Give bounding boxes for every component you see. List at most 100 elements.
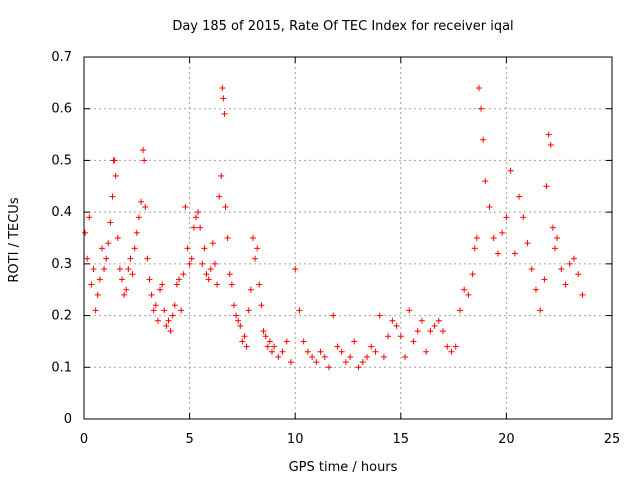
data-point [146, 276, 153, 283]
data-point [211, 260, 218, 267]
ticks-layer: 0 5 10 15 20 25 0 0.1 0.2 0.3 0.4 0.5 0.6 0.7 [51, 50, 620, 447]
data-point [84, 255, 91, 262]
data-point [471, 245, 478, 252]
data-point [478, 105, 485, 112]
data-point [545, 131, 552, 138]
data-point [435, 317, 442, 324]
data-point [239, 338, 246, 345]
data-point [252, 255, 259, 262]
data-point [494, 250, 501, 257]
y-axis-label: ROTI / TECUs [7, 197, 22, 282]
data-point [256, 281, 263, 288]
data-point [283, 338, 290, 345]
data-point [410, 338, 417, 345]
data-point [351, 338, 358, 345]
data-point [133, 229, 140, 236]
data-point [114, 235, 121, 241]
data-point [268, 348, 275, 355]
data-point [123, 286, 130, 293]
data-point [86, 214, 93, 221]
data-point [249, 235, 256, 241]
grid-layer [84, 57, 612, 419]
data-point [325, 364, 332, 371]
data-point [233, 312, 240, 319]
data-point [520, 214, 527, 221]
data-point [243, 343, 250, 350]
data-point [342, 359, 349, 366]
data-point [317, 348, 324, 355]
y-tick-label: 0.7 [51, 50, 72, 65]
data-point [226, 271, 233, 278]
data-point [222, 203, 229, 210]
data-point [119, 276, 126, 283]
data-point [199, 260, 206, 267]
chart-title: Day 185 of 2015, Rate Of TEC Index for r… [172, 19, 513, 34]
data-point [195, 209, 202, 216]
data-point [203, 271, 210, 278]
data-point [480, 136, 487, 143]
data-point [188, 255, 195, 262]
data-point [140, 147, 147, 154]
data-point [219, 85, 226, 92]
data-point [473, 235, 480, 241]
data-point [230, 302, 237, 309]
data-point [275, 353, 282, 360]
data-point [94, 291, 101, 298]
data-point [558, 266, 565, 273]
data-point [456, 307, 463, 314]
data-point [532, 286, 539, 293]
data-point [418, 317, 425, 324]
data-point [107, 219, 114, 226]
data-point [338, 348, 345, 355]
data-point [554, 235, 561, 241]
data-point [406, 307, 413, 314]
data-point [260, 328, 267, 335]
data-point [551, 245, 558, 252]
x-tick-label: 20 [498, 432, 515, 447]
data-point [182, 203, 189, 210]
data-point [511, 250, 518, 257]
data-point [334, 343, 341, 350]
data-point [347, 353, 354, 360]
data-point [163, 322, 170, 329]
data-point [507, 167, 514, 174]
data-point [247, 286, 254, 293]
data-point [171, 302, 178, 309]
data-point [192, 214, 199, 221]
data-point [245, 307, 252, 314]
plot-frame [83, 56, 613, 420]
y-tick-label: 0.2 [51, 309, 72, 324]
data-point [490, 235, 497, 241]
data-point [116, 266, 123, 273]
data-point [300, 338, 307, 345]
data-point [465, 291, 472, 298]
data-point [475, 85, 482, 92]
data-point [169, 312, 176, 319]
y-tick-label: 0.6 [51, 102, 72, 117]
data-point [103, 255, 110, 262]
data-point [150, 307, 157, 314]
y-tick-label: 0.5 [51, 153, 72, 168]
x-tick-label: 5 [185, 432, 193, 447]
data-point [448, 348, 455, 355]
data-point [216, 193, 223, 200]
data-point [258, 302, 265, 309]
data-point [543, 183, 550, 190]
data-point [101, 266, 108, 273]
data-point [372, 348, 379, 355]
data-point [209, 240, 216, 247]
data-point [287, 359, 294, 366]
data-point [178, 307, 185, 314]
data-point [88, 281, 95, 288]
data-point [98, 245, 105, 252]
data-point [154, 317, 161, 324]
data-point [528, 266, 535, 273]
data-point [444, 343, 451, 350]
data-point [157, 286, 164, 293]
data-point [364, 353, 371, 360]
data-point [469, 271, 476, 278]
data-point [376, 312, 383, 319]
data-point [431, 322, 438, 329]
